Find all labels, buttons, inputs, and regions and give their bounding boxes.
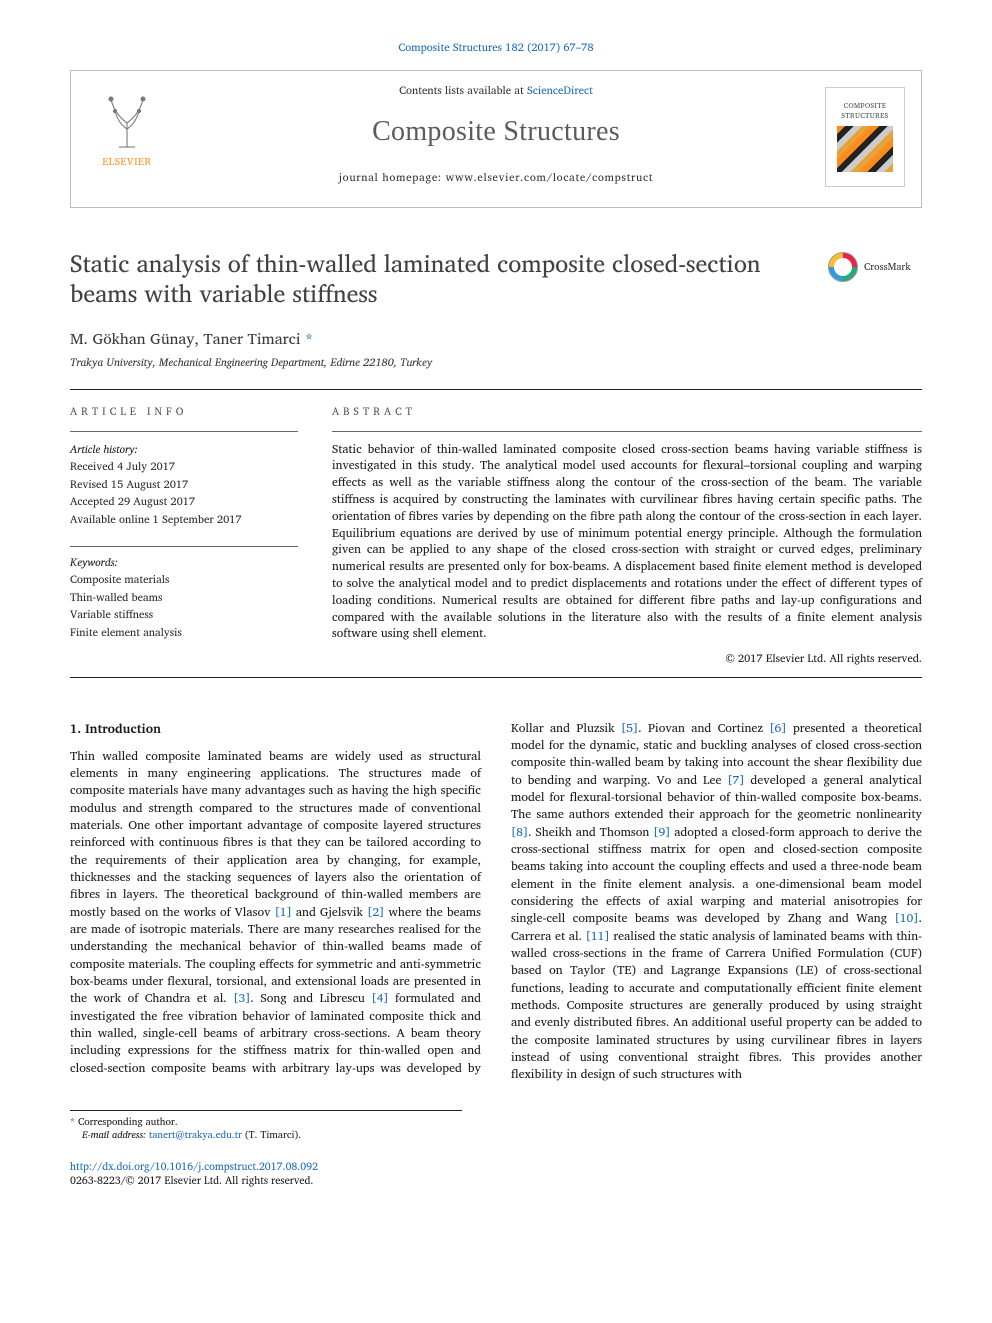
footnote-marker: * bbox=[70, 1114, 75, 1130]
affiliation: Trakya University, Mechanical Engineerin… bbox=[70, 355, 812, 371]
history-head: Article history: bbox=[70, 442, 298, 458]
publisher-logo: ELSEVIER bbox=[87, 87, 167, 187]
article-info-column: ARTICLE INFO Article history: Received 4… bbox=[70, 404, 298, 667]
intro-paragraph: Thin walled composite laminated beams ar… bbox=[70, 720, 922, 1084]
footnotes: * Corresponding author. E-mail address: … bbox=[70, 1110, 462, 1143]
journal-cover-thumb: COMPOSITE STRUCTURES bbox=[825, 87, 905, 187]
contents-available-line: Contents lists available at ScienceDirec… bbox=[187, 83, 805, 99]
history-item: Available online 1 September 2017 bbox=[70, 512, 298, 528]
email-link[interactable]: tanert@trakya.edu.tr bbox=[149, 1127, 242, 1143]
authors-names: M. Gökhan Günay, Taner Timarci bbox=[70, 325, 301, 351]
keywords-rule bbox=[70, 546, 298, 547]
keyword: Thin-walled beams bbox=[70, 590, 298, 606]
homepage-url[interactable]: www.elsevier.com/locate/compstruct bbox=[446, 168, 654, 186]
publisher-name: ELSEVIER bbox=[102, 155, 151, 169]
keyword: Variable stiffness bbox=[70, 607, 298, 623]
history-item: Revised 15 August 2017 bbox=[70, 477, 298, 493]
cover-label-bottom: STRUCTURES bbox=[841, 112, 888, 122]
homepage-prefix: journal homepage: bbox=[339, 168, 446, 186]
elsevier-tree-icon bbox=[95, 87, 159, 151]
authors-line: M. Gökhan Günay, Taner Timarci * bbox=[70, 327, 812, 349]
text-run: realised the static analysis of laminate… bbox=[511, 926, 922, 1085]
info-rule bbox=[70, 431, 298, 432]
cover-stripes-icon bbox=[837, 126, 893, 172]
article-title: Static analysis of thin-walled laminated… bbox=[70, 248, 812, 309]
body-two-column: 1. Introduction Thin walled composite la… bbox=[70, 720, 922, 1084]
email-label: E-mail address: bbox=[82, 1127, 149, 1143]
crossmark-badge[interactable]: CrossMark bbox=[828, 252, 922, 282]
citation-link[interactable]: Composite Structures 182 (2017) 67–78 bbox=[398, 38, 593, 56]
journal-homepage-line: journal homepage: www.elsevier.com/locat… bbox=[187, 170, 805, 186]
history-item: Accepted 29 August 2017 bbox=[70, 494, 298, 510]
abstract-text: Static behavior of thin-walled laminated… bbox=[332, 442, 922, 644]
abstract-rule bbox=[332, 431, 922, 432]
section-heading-intro: 1. Introduction bbox=[70, 720, 481, 738]
rule-after-abstract bbox=[70, 677, 922, 678]
email-attrib: (T. Timarci). bbox=[242, 1127, 301, 1143]
journal-masthead: ELSEVIER Contents lists available at Sci… bbox=[70, 70, 922, 208]
abstract-label: ABSTRACT bbox=[332, 404, 922, 419]
text-run: Thin walled composite laminated beams ar… bbox=[70, 746, 481, 922]
history-item: Received 4 July 2017 bbox=[70, 459, 298, 475]
abstract-column: ABSTRACT Static behavior of thin-walled … bbox=[332, 404, 922, 667]
contents-prefix: Contents lists available at bbox=[399, 81, 527, 99]
journal-name: Composite Structures bbox=[187, 112, 805, 152]
article-info-label: ARTICLE INFO bbox=[70, 404, 298, 419]
crossmark-icon bbox=[828, 252, 858, 282]
rule-top bbox=[70, 389, 922, 390]
sciencedirect-link[interactable]: ScienceDirect bbox=[527, 81, 593, 99]
abstract-copyright: © 2017 Elsevier Ltd. All rights reserved… bbox=[332, 651, 922, 667]
citation-header: Composite Structures 182 (2017) 67–78 bbox=[70, 40, 922, 56]
issn-copyright-line: 0263-8223/© 2017 Elsevier Ltd. All right… bbox=[70, 1171, 313, 1189]
corresponding-marker[interactable]: * bbox=[305, 325, 313, 351]
keywords-head: Keywords: bbox=[70, 555, 298, 571]
doi-block: http://dx.doi.org/10.1016/j.compstruct.2… bbox=[70, 1159, 922, 1187]
keyword: Composite materials bbox=[70, 572, 298, 588]
crossmark-label: CrossMark bbox=[864, 260, 911, 274]
keyword: Finite element analysis bbox=[70, 625, 298, 641]
